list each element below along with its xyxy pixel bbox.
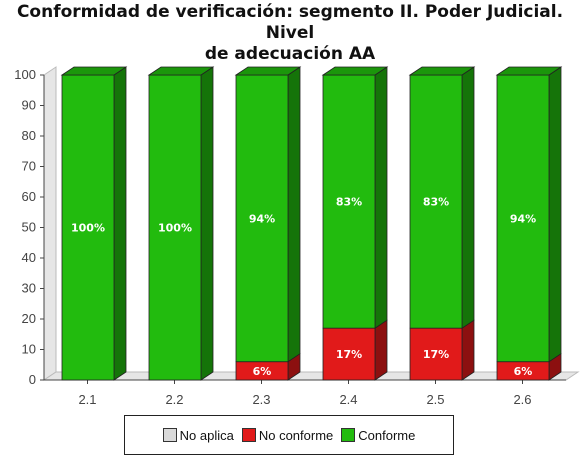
bar-side-no-conforme	[374, 319, 388, 381]
y-tick-label: 90	[22, 98, 36, 113]
bar-top-conforme	[60, 66, 128, 76]
legend-swatch-no-aplica	[162, 428, 177, 442]
y-tick-label: 20	[22, 311, 36, 326]
bar-side-conforme	[548, 66, 562, 363]
chart-legend: No aplica No conforme Conforme	[124, 415, 454, 455]
x-tick-label: 2.5	[426, 392, 444, 407]
bar-top-conforme	[234, 66, 302, 76]
data-label-no-conforme: 17%	[423, 348, 449, 361]
legend-item-conforme: Conforme	[341, 428, 415, 443]
y-tick-label: 60	[22, 189, 36, 204]
legend-label-no-aplica: No aplica	[179, 427, 234, 443]
bar-conforme	[322, 74, 376, 329]
bar-conforme	[61, 74, 115, 381]
bar-top-conforme	[147, 66, 215, 76]
chart-title-line-2: de adecuación AA	[204, 44, 376, 64]
data-label-conforme: 94%	[510, 212, 536, 225]
bar-top-conforme	[408, 66, 476, 76]
y-tick-label: 80	[22, 128, 36, 143]
bar-side-no-conforme	[461, 319, 475, 381]
legend-label-conforme: Conforme	[358, 427, 416, 443]
chart-title-line-1: Conformidad de verificación: segmento II…	[16, 2, 564, 43]
chart-side-wall	[43, 66, 57, 381]
y-tick-label: 30	[22, 281, 36, 296]
legend-swatch-no-conforme	[241, 428, 256, 442]
bar-side-conforme	[113, 66, 127, 381]
legend-item-no-aplica: No aplica	[162, 427, 234, 443]
data-label-conforme: 100%	[158, 222, 192, 235]
y-tick-label: 0	[29, 372, 36, 387]
legend-item-no-conforme: No conforme	[241, 427, 334, 443]
y-tick-label: 70	[22, 159, 36, 174]
bar-side-conforme	[287, 66, 301, 363]
legend-swatch-conforme	[341, 428, 356, 442]
data-label-conforme: 83%	[336, 196, 362, 209]
legend-label-no-conforme: No conforme	[258, 427, 334, 443]
data-label-no-conforme: 6%	[253, 365, 272, 378]
bar-conforme	[496, 74, 550, 363]
x-tick-label: 2.3	[252, 392, 270, 407]
bar-conforme	[409, 74, 463, 329]
y-tick-label: 50	[22, 220, 36, 235]
x-tick-label: 2.6	[513, 392, 531, 407]
data-label-conforme: 100%	[71, 222, 105, 235]
data-label-no-conforme: 6%	[514, 365, 533, 378]
x-tick-label: 2.4	[339, 392, 357, 407]
chart-title: Conformidad de verificación: segmento II…	[0, 2, 580, 65]
x-tick-label: 2.1	[78, 392, 96, 407]
bar-side-conforme	[461, 66, 475, 329]
bar-no-conforme	[322, 327, 376, 381]
bar-conforme	[148, 74, 202, 381]
data-label-conforme: 83%	[423, 196, 449, 209]
y-tick-label: 10	[22, 342, 36, 357]
bar-top-conforme	[321, 66, 389, 76]
x-tick-label: 2.2	[165, 392, 183, 407]
y-tick-label: 100	[14, 67, 36, 82]
y-tick-label: 40	[22, 250, 36, 265]
data-label-no-conforme: 17%	[336, 348, 362, 361]
data-label-conforme: 94%	[249, 212, 275, 225]
bar-side-conforme	[200, 66, 214, 381]
bar-top-conforme	[495, 66, 563, 76]
bar-conforme	[235, 74, 289, 363]
bar-side-conforme	[374, 66, 388, 329]
bar-no-conforme	[409, 327, 463, 381]
